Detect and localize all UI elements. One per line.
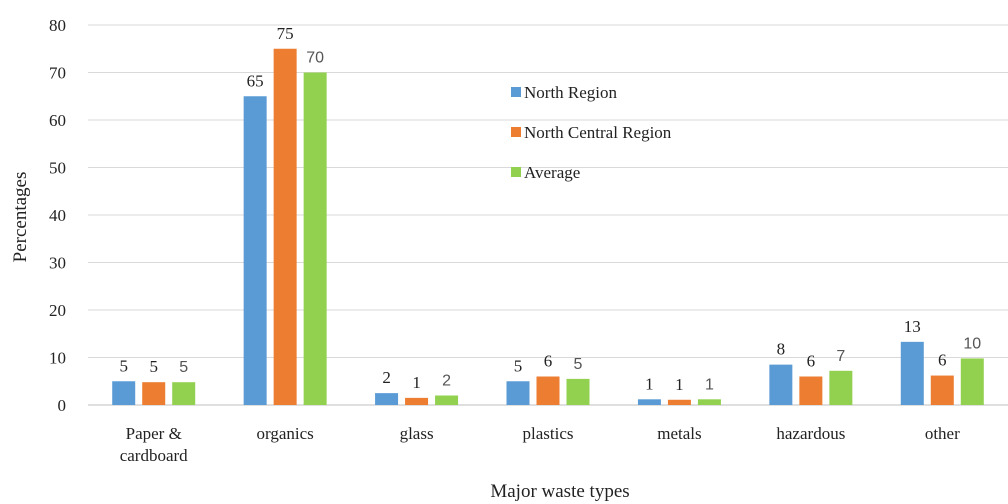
legend-swatch: [511, 87, 521, 97]
y-tick-label: 70: [49, 64, 66, 83]
data-label: 6: [544, 352, 553, 371]
y-tick-label: 20: [49, 301, 66, 320]
data-label: 6: [938, 351, 947, 370]
data-label: 5: [574, 356, 583, 373]
bar: [375, 393, 399, 405]
y-tick-label: 0: [58, 396, 67, 415]
data-label: 6: [807, 352, 816, 371]
data-label: 2: [382, 368, 391, 387]
x-category-label: other: [925, 424, 960, 443]
data-label: 70: [306, 50, 324, 67]
bar: [697, 399, 721, 405]
data-label: 5: [119, 356, 128, 375]
data-label: 5: [179, 359, 188, 376]
bar: [536, 376, 560, 405]
bar: [243, 96, 267, 405]
x-category-label: Paper & cardboard: [120, 424, 188, 465]
x-category-label: organics: [256, 424, 313, 443]
bar: [112, 381, 136, 405]
bar: [405, 397, 429, 405]
bar: [273, 48, 297, 405]
data-label: 1: [412, 373, 421, 392]
bar: [829, 370, 853, 405]
x-category-label: metals: [657, 424, 701, 443]
bar: [435, 395, 459, 405]
bar: [637, 399, 661, 405]
x-axis-categories: Paper & cardboard organics glass plastics met…: [120, 424, 960, 465]
bar: [172, 382, 196, 405]
legend: North Region North Central Region Average: [511, 83, 672, 182]
y-axis-ticks: 0 10 20 30 40 50 60 70 80: [49, 16, 66, 415]
bar: [506, 381, 530, 405]
data-label: 1: [675, 375, 684, 394]
x-category-label: plastics: [523, 424, 574, 443]
data-label: 7: [836, 348, 845, 365]
legend-entry: North Region: [524, 83, 618, 102]
legend-entry: Average: [524, 163, 580, 182]
bar: [142, 382, 166, 405]
data-label: 10: [963, 335, 981, 352]
data-label: 65: [247, 71, 264, 90]
bar: [566, 378, 590, 405]
x-axis-title: Major waste types: [490, 481, 629, 502]
x-category-label: hazardous: [776, 424, 845, 443]
bars: [112, 48, 984, 405]
legend-entry: North Central Region: [524, 123, 672, 142]
data-label: 75: [277, 24, 294, 43]
bar: [799, 376, 823, 405]
bar: [667, 399, 691, 405]
y-tick-label: 50: [49, 159, 66, 178]
y-tick-label: 80: [49, 16, 66, 35]
legend-swatch: [511, 167, 521, 177]
data-label: 1: [645, 374, 654, 393]
data-label: 1: [705, 376, 714, 393]
legend-swatch: [511, 127, 521, 137]
data-label: 13: [904, 317, 921, 336]
y-tick-label: 40: [49, 206, 66, 225]
bar: [900, 341, 924, 405]
data-label: 8: [777, 340, 786, 359]
bar: [930, 375, 954, 405]
y-axis-title: Percentages: [10, 172, 31, 263]
data-label: 5: [514, 356, 523, 375]
x-category-label: glass: [400, 424, 434, 443]
bar: [303, 72, 327, 405]
data-label: 2: [442, 373, 451, 390]
gridlines: [88, 24, 1008, 406]
data-label: 5: [149, 357, 158, 376]
bar: [960, 358, 984, 405]
y-tick-label: 30: [49, 254, 66, 273]
y-tick-label: 10: [49, 349, 66, 368]
bar: [769, 364, 793, 405]
y-tick-label: 60: [49, 111, 66, 130]
